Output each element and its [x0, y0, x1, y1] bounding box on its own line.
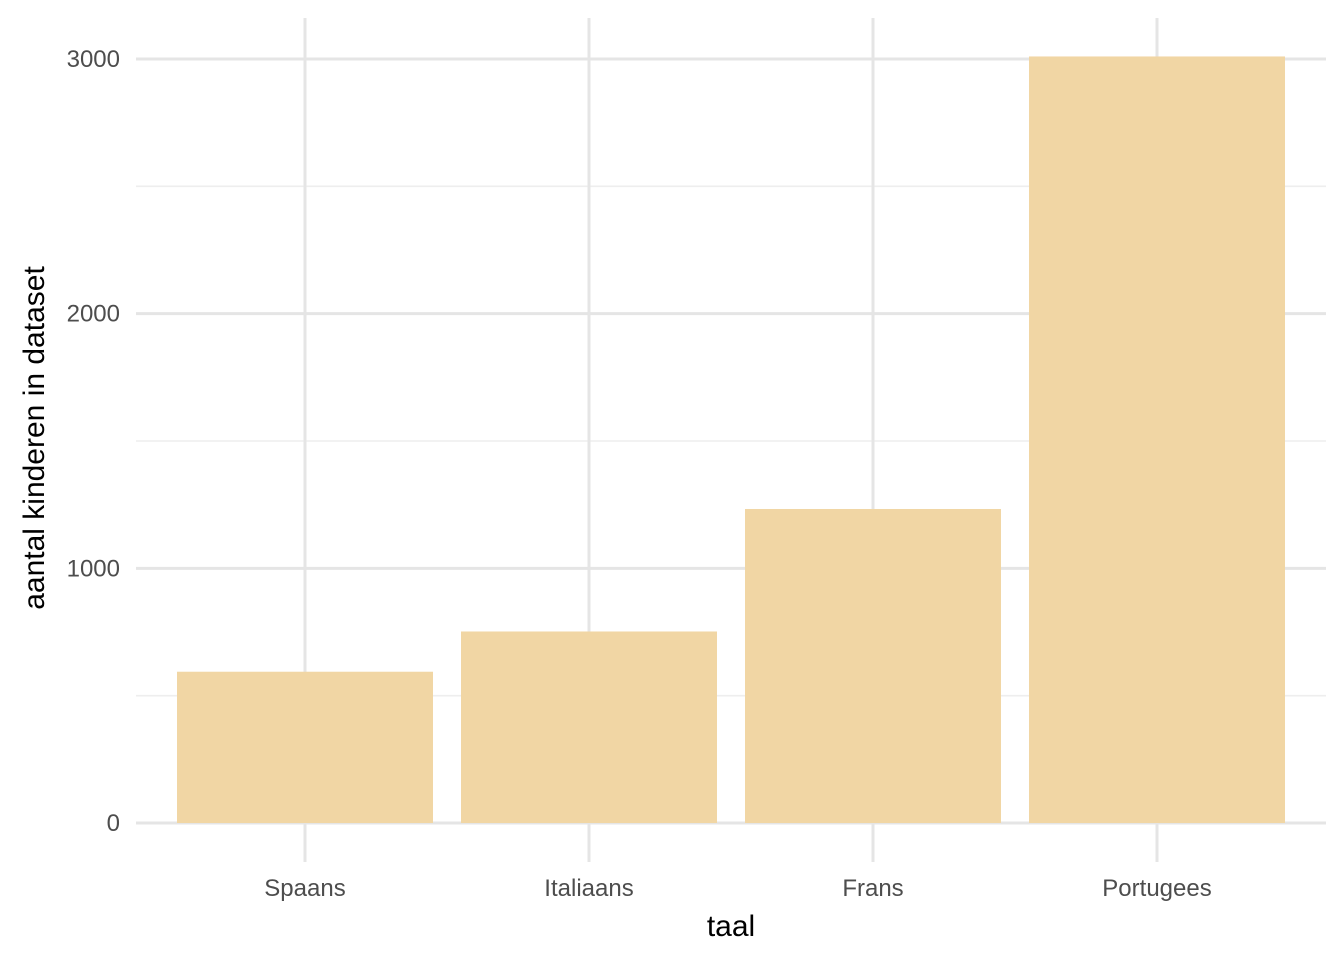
y-tick-label: 3000 — [67, 46, 120, 73]
bar-italiaans — [461, 631, 717, 823]
y-tick-label: 2000 — [67, 301, 120, 328]
bars — [177, 56, 1285, 824]
bar-spaans — [177, 671, 433, 823]
y-tick-label: 1000 — [67, 555, 120, 582]
x-axis-tick-labels: Spaans Italiaans Frans Portugees — [264, 875, 1211, 902]
y-axis-tick-labels: 0 1000 2000 3000 — [67, 46, 120, 837]
x-tick-label: Italiaans — [544, 875, 633, 902]
x-tick-label: Portugees — [1102, 875, 1211, 902]
x-tick-label: Frans — [842, 875, 903, 902]
bar-portugees — [1029, 56, 1285, 824]
x-axis-title: taal — [707, 910, 755, 943]
x-tick-label: Spaans — [264, 875, 345, 902]
y-tick-label: 0 — [107, 810, 120, 837]
bar-frans — [745, 508, 1001, 823]
y-axis-title: aantal kinderen in dataset — [18, 266, 51, 610]
